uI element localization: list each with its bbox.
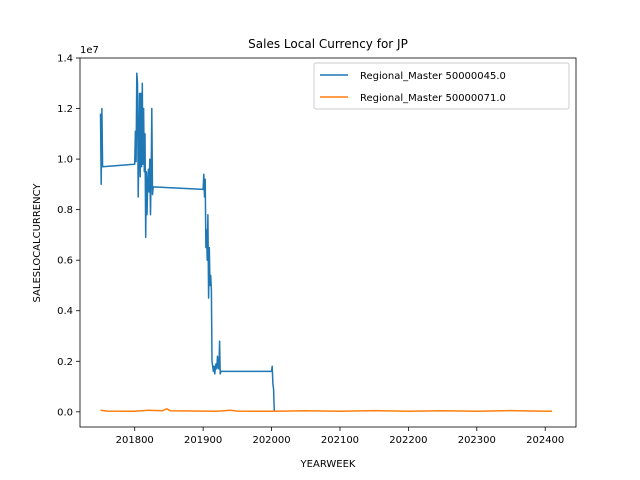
plot-lines: [99, 72, 553, 413]
x-tick-label: 201800: [116, 435, 154, 446]
y-axis-label: SALESLOCALCURRENCY: [32, 183, 43, 303]
x-tick-label: 202300: [458, 435, 496, 446]
legend-box: [313, 62, 570, 110]
x-axis-label: YEARWEEK: [300, 459, 356, 470]
plot-frame: [79, 57, 577, 428]
x-tick-label: 202100: [321, 435, 359, 446]
legend-label-series-2: Regional_Master 50000071.0: [360, 93, 506, 104]
y-tick-label: 0.4: [57, 306, 73, 317]
y-tick-label: 1.4: [57, 54, 73, 65]
y-axis: 0.0 0.2 0.4 0.6 0.8 1.0 1.2 1.4: [57, 54, 80, 418]
chart-title: Sales Local Currency for JP: [248, 37, 408, 51]
legend-label-series-1: Regional_Master 50000045.0: [360, 71, 506, 82]
x-tick-label: 202000: [252, 435, 290, 446]
x-tick-label: 202400: [526, 435, 564, 446]
y-tick-label: 0.6: [57, 256, 73, 267]
y-tick-label: 0.0: [57, 407, 73, 418]
y-tick-label: 0.8: [57, 205, 73, 216]
y-tick-label: 1.2: [57, 104, 73, 115]
series-line-2: [100, 408, 553, 413]
series-line-1: [99, 72, 276, 412]
x-tick-label: 202200: [389, 435, 427, 446]
legend: Regional_Master 50000045.0 Regional_Mast…: [313, 62, 570, 110]
y-tick-label: 0.2: [57, 357, 73, 368]
x-tick-label: 201900: [184, 435, 222, 446]
x-axis: 201800 201900 202000 202100 202200 202300 2024…: [116, 427, 564, 446]
y-scale-offset: 1e7: [80, 45, 99, 56]
y-tick-label: 1.0: [57, 155, 73, 166]
